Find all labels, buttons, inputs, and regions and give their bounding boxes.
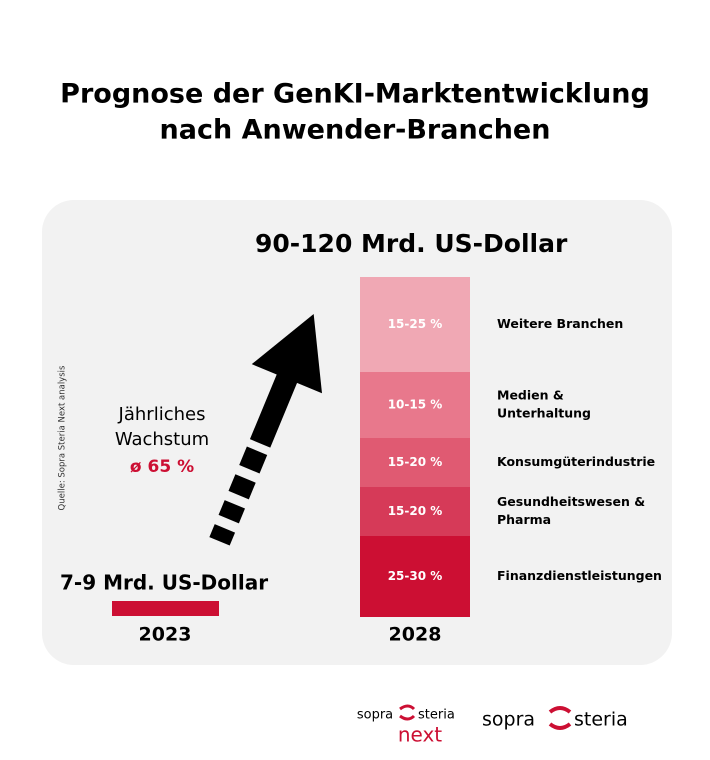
logo-text: next: [398, 723, 442, 747]
segment-share: 25-30 %: [388, 569, 443, 583]
logo-text: steria: [418, 708, 455, 723]
segment: [360, 536, 470, 617]
segment-share: 15-20 %: [388, 455, 443, 469]
logo-icon: [399, 704, 416, 721]
segment-label: Finanzdienstleistungen: [497, 568, 662, 583]
logo-text: sopra: [482, 709, 535, 731]
growth-label: Wachstum: [115, 429, 209, 450]
segment-label: Medien &: [497, 388, 564, 403]
stack: 15-25 % Weitere Branchen 10-15 % Medien & Un…: [360, 277, 662, 617]
year-2028: 2028: [389, 624, 442, 646]
segment: [360, 277, 470, 372]
segment-share: 15-25 %: [388, 317, 443, 331]
segment: [360, 372, 470, 438]
segment-share: 10-15 %: [388, 398, 443, 412]
segment: [360, 438, 470, 487]
segment-label: Pharma: [497, 512, 551, 527]
segment-label: Unterhaltung: [497, 406, 591, 421]
title: Prognose der GenKI-Marktentwicklung: [60, 79, 650, 110]
segment-label: Weitere Branchen: [497, 316, 623, 331]
arrow: [209, 314, 322, 546]
growth-label: Jährliches: [118, 404, 206, 425]
logo-text: steria: [574, 709, 628, 731]
segment-label: Konsumgüterindustrie: [497, 454, 655, 469]
source: Quelle: Sopra Steria Next analysis: [58, 365, 68, 510]
title: nach Anwender-Branchen: [160, 115, 551, 146]
segment-share: 15-20 %: [388, 504, 443, 518]
logo-text: sopra: [357, 708, 393, 723]
growth-rate: ø 65 %: [130, 457, 194, 477]
panel: [42, 200, 672, 665]
year-2023: 2023: [139, 624, 192, 646]
logo-icon: [548, 706, 572, 730]
segment-label: Gesundheitswesen &: [497, 494, 645, 509]
bar-2023: [112, 601, 219, 616]
amount-2028: 90-120 Mrd. US-Dollar: [255, 229, 568, 258]
amount-2023: 7-9 Mrd. US-Dollar: [60, 571, 268, 595]
segment: [360, 487, 470, 536]
